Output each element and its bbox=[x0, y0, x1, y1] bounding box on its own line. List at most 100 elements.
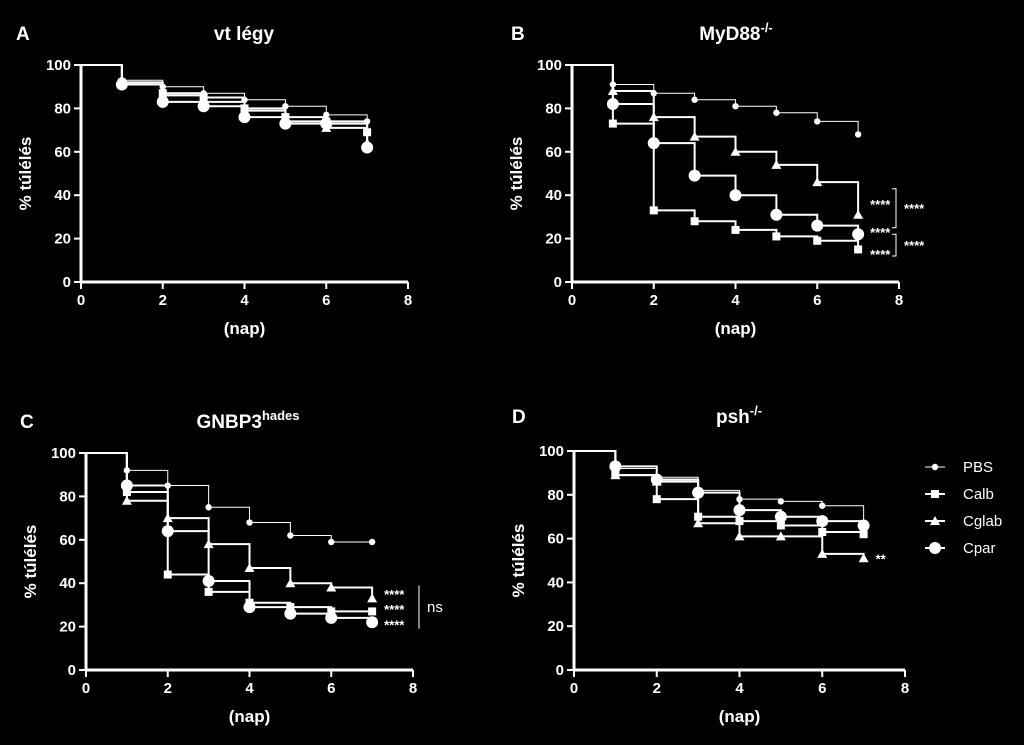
x-tick-label: 6 bbox=[818, 680, 826, 697]
panel-letter: A bbox=[16, 24, 30, 45]
point-calb bbox=[859, 530, 868, 539]
comparison-bracket bbox=[892, 188, 897, 229]
point-cpar bbox=[606, 98, 619, 111]
point-cglab bbox=[853, 209, 864, 219]
y-tick-label: 40 bbox=[545, 187, 562, 204]
y-tick-label: 100 bbox=[46, 57, 71, 74]
panel-title-superscript: hades bbox=[262, 408, 300, 423]
point-cpar bbox=[238, 111, 251, 124]
point-calb bbox=[204, 587, 213, 596]
point-calb bbox=[690, 217, 699, 226]
panel-title-superscript: -/- bbox=[750, 403, 762, 418]
x-axis-label: (nap) bbox=[719, 707, 761, 726]
point-pbs bbox=[814, 118, 821, 125]
x-tick-label: 0 bbox=[82, 680, 90, 697]
x-tick-label: 4 bbox=[245, 680, 254, 697]
y-tick-label: 0 bbox=[554, 274, 562, 291]
legend-marker-cpar bbox=[929, 542, 941, 554]
x-axis-label: (nap) bbox=[229, 707, 271, 726]
y-tick-label: 60 bbox=[54, 144, 71, 161]
x-tick-label: 8 bbox=[901, 680, 909, 697]
x-tick-label: 4 bbox=[731, 292, 740, 309]
x-tick-label: 8 bbox=[404, 292, 412, 309]
y-tick-label: 20 bbox=[59, 619, 76, 636]
panel-letter: B bbox=[511, 24, 525, 45]
point-cpar bbox=[650, 473, 663, 486]
point-cpar bbox=[811, 219, 824, 232]
point-pbs bbox=[773, 109, 780, 116]
point-calb bbox=[608, 119, 617, 128]
x-tick-label: 8 bbox=[409, 680, 417, 697]
bracket-significance-label: **** bbox=[904, 201, 925, 216]
point-cpar bbox=[816, 515, 829, 528]
panel-letter: C bbox=[20, 412, 34, 433]
point-calb bbox=[772, 232, 781, 241]
series-line-cglab bbox=[572, 64, 860, 215]
point-cpar bbox=[647, 137, 660, 150]
y-tick-label: 80 bbox=[59, 488, 76, 505]
point-cpar bbox=[729, 189, 742, 202]
point-cpar bbox=[733, 504, 746, 517]
point-calb bbox=[731, 225, 740, 234]
y-tick-label: 80 bbox=[545, 100, 562, 117]
point-cglab bbox=[689, 131, 700, 141]
legend: PBS Calb Cglab Cpar bbox=[925, 459, 1002, 557]
point-cglab bbox=[817, 548, 828, 558]
point-cglab bbox=[285, 578, 296, 588]
legend-marker-pbs bbox=[931, 463, 939, 471]
panel-title: vt légy bbox=[214, 24, 275, 45]
x-tick-label: 2 bbox=[650, 292, 658, 309]
x-tick-label: 4 bbox=[735, 680, 744, 697]
legend-label-calb: Calb bbox=[963, 486, 994, 503]
bracket-significance-label: **** bbox=[904, 238, 925, 253]
point-cpar bbox=[202, 575, 215, 588]
legend-marker-cglab bbox=[930, 516, 940, 525]
x-axis-label: (nap) bbox=[224, 319, 266, 338]
x-tick-label: 8 bbox=[895, 292, 903, 309]
comparison-bracket bbox=[892, 233, 897, 257]
point-cpar bbox=[120, 479, 133, 492]
point-calb bbox=[813, 236, 822, 245]
x-tick-label: 2 bbox=[159, 292, 167, 309]
y-axis-label: % túlélés bbox=[21, 525, 40, 599]
point-cpar bbox=[197, 100, 210, 113]
x-tick-label: 6 bbox=[322, 292, 330, 309]
y-tick-label: 0 bbox=[63, 274, 71, 291]
point-pbs bbox=[732, 103, 739, 110]
y-tick-label: 0 bbox=[68, 662, 76, 679]
point-pbs bbox=[246, 519, 253, 526]
point-cpar bbox=[115, 78, 128, 91]
point-cpar bbox=[609, 460, 622, 473]
point-cpar bbox=[279, 117, 292, 130]
y-tick-label: 100 bbox=[51, 445, 76, 462]
x-tick-label: 0 bbox=[568, 292, 576, 309]
point-cpar bbox=[320, 117, 333, 130]
legend-label-cglab: Cglab bbox=[963, 513, 1002, 530]
point-calb bbox=[327, 607, 336, 616]
point-cpar bbox=[156, 95, 169, 108]
point-cpar bbox=[770, 208, 783, 221]
point-cpar bbox=[284, 607, 297, 620]
point-cglab bbox=[771, 159, 782, 169]
point-cpar bbox=[243, 601, 256, 614]
x-axis-label: (nap) bbox=[715, 319, 757, 338]
significance-label: **** bbox=[870, 247, 891, 262]
y-axis-label: % túlélés bbox=[16, 137, 35, 211]
significance-label: **** bbox=[384, 587, 405, 602]
point-pbs bbox=[205, 504, 212, 511]
y-tick-label: 40 bbox=[59, 575, 76, 592]
point-cglab bbox=[326, 582, 337, 592]
y-tick-label: 60 bbox=[59, 532, 76, 549]
point-cglab bbox=[812, 177, 823, 187]
significance-label: **** bbox=[384, 617, 405, 632]
point-calb bbox=[776, 521, 785, 530]
x-tick-label: 2 bbox=[164, 680, 172, 697]
y-tick-label: 100 bbox=[539, 443, 564, 460]
point-pbs bbox=[777, 498, 785, 505]
point-cglab bbox=[693, 518, 704, 528]
